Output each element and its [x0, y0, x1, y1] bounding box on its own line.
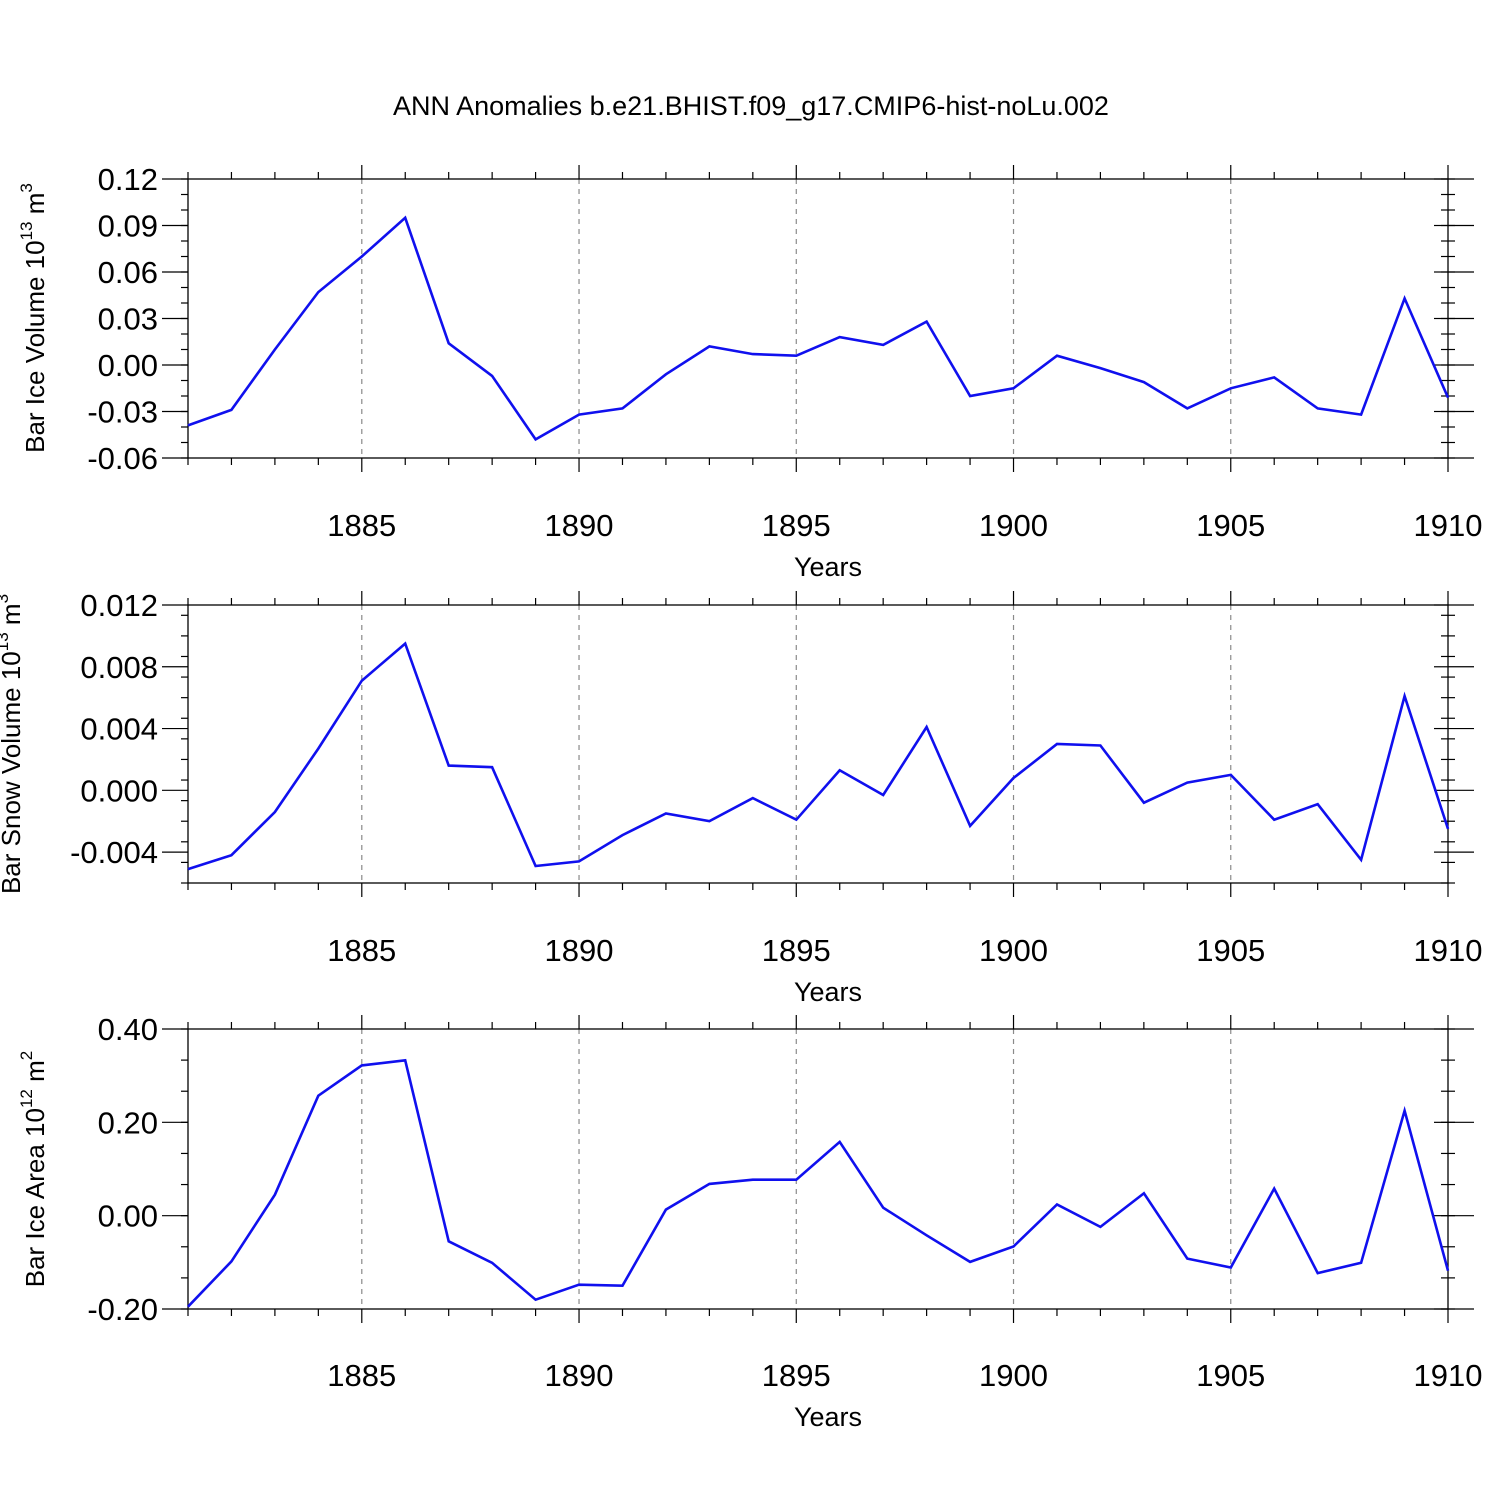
y-tick-label: -0.20: [87, 1292, 158, 1327]
x-tick-label: 1900: [979, 1358, 1048, 1393]
y-tick-label: 0.008: [80, 650, 158, 685]
y-tick-label: -0.004: [70, 835, 158, 870]
y-tick-label: 0.004: [80, 712, 158, 747]
y-axis-label-exponent: 13: [17, 221, 36, 240]
y-axis-label-text: Bar Snow Volume 10: [0, 651, 26, 894]
series-line: [187, 1058, 1450, 1308]
y-axis-label-unit: m: [20, 1060, 50, 1089]
y-tick-label: 0.40: [98, 1012, 158, 1047]
x-tick-label: 1890: [545, 933, 614, 968]
x-tick-label: 1895: [762, 933, 831, 968]
plot-frame: [187, 178, 1449, 459]
y-axis-label-exponent: 12: [17, 1089, 36, 1108]
y-tick-label: 0.012: [80, 588, 158, 623]
x-tick-label: 1900: [979, 933, 1048, 968]
y-axis-label-unit: m: [20, 193, 50, 222]
x-tick-label: 1895: [762, 508, 831, 543]
x-tick-label: 1910: [1414, 1358, 1483, 1393]
y-axis-label-unit-exponent: 2: [17, 1051, 36, 1060]
series-line: [187, 215, 1450, 442]
plot-frame: [187, 1028, 1449, 1310]
x-tick-label: 1905: [1196, 933, 1265, 968]
x-tick-label: 1910: [1414, 933, 1483, 968]
plot-frame: [187, 604, 1449, 884]
y-axis-label: Bar Snow Volume 1013 m3: [0, 594, 26, 894]
panel-3: -0.20 0.00 0.20 0.40 1885 1890 1895 1900 1905 191…: [17, 1012, 1482, 1432]
y-tick-label: -0.06: [87, 441, 158, 476]
x-axis-label: Years: [794, 552, 862, 582]
y-tick-label: 0.00: [98, 348, 158, 383]
x-tick-label: 1895: [762, 1358, 831, 1393]
x-tick-label: 1900: [979, 508, 1048, 543]
y-axis-label-unit-exponent: 3: [0, 594, 12, 603]
y-tick-label: 0.20: [98, 1105, 158, 1140]
x-axis-label: Years: [794, 977, 862, 1007]
x-tick-label: 1890: [545, 1358, 614, 1393]
x-tick-label: 1885: [327, 933, 396, 968]
x-tick-label: 1905: [1196, 1358, 1265, 1393]
y-tick-label: 0.000: [80, 773, 158, 808]
y-axis-label: Bar Ice Area 1012 m2: [17, 1051, 50, 1288]
x-axis-label: Years: [794, 1402, 862, 1432]
y-axis-label-text: Bar Ice Volume 10: [20, 240, 50, 452]
y-tick-label: 0.06: [98, 255, 158, 290]
y-axis-label-text: Bar Ice Area 10: [20, 1108, 50, 1287]
y-tick-label: 0.12: [98, 162, 158, 197]
y-tick-label: 0.00: [98, 1199, 158, 1234]
chart-title: ANN Anomalies b.e21.BHIST.f09_g17.CMIP6-…: [393, 91, 1109, 121]
x-tick-label: 1885: [327, 1358, 396, 1393]
y-tick-label: 0.03: [98, 302, 158, 337]
y-axis-label: Bar Ice Volume 1013 m3: [17, 183, 50, 453]
panel-1: -0.06 -0.03 0.00 0.03 0.06 0.09 0.12 1885 1890 18…: [17, 162, 1482, 582]
y-tick-label: 0.09: [98, 209, 158, 244]
x-tick-label: 1885: [327, 508, 396, 543]
y-axis-label-unit: m: [0, 603, 26, 632]
y-axis-label-exponent: 13: [0, 632, 12, 651]
y-tick-label: -0.03: [87, 395, 158, 430]
x-tick-label: 1890: [545, 508, 614, 543]
y-axis-label-unit-exponent: 3: [17, 183, 36, 192]
series-line: [187, 641, 1450, 871]
x-tick-label: 1905: [1196, 508, 1265, 543]
x-tick-label: 1910: [1414, 508, 1483, 543]
panel-2: -0.004 0.000 0.004 0.008 0.012 1885 1890 1895 19…: [0, 588, 1482, 1007]
